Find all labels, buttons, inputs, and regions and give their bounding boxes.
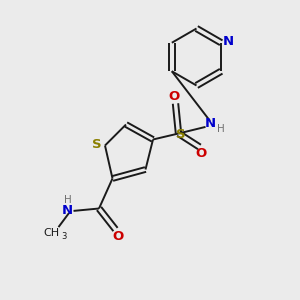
Text: N: N xyxy=(204,117,216,130)
Text: S: S xyxy=(92,138,101,152)
Text: 3: 3 xyxy=(61,232,67,241)
Text: CH: CH xyxy=(43,227,59,238)
Text: S: S xyxy=(176,128,186,141)
Text: N: N xyxy=(62,204,73,218)
Text: H: H xyxy=(217,124,224,134)
Text: H: H xyxy=(64,195,71,205)
Text: O: O xyxy=(168,90,180,104)
Text: O: O xyxy=(195,147,207,160)
Text: O: O xyxy=(112,230,124,243)
Text: N: N xyxy=(223,35,234,48)
